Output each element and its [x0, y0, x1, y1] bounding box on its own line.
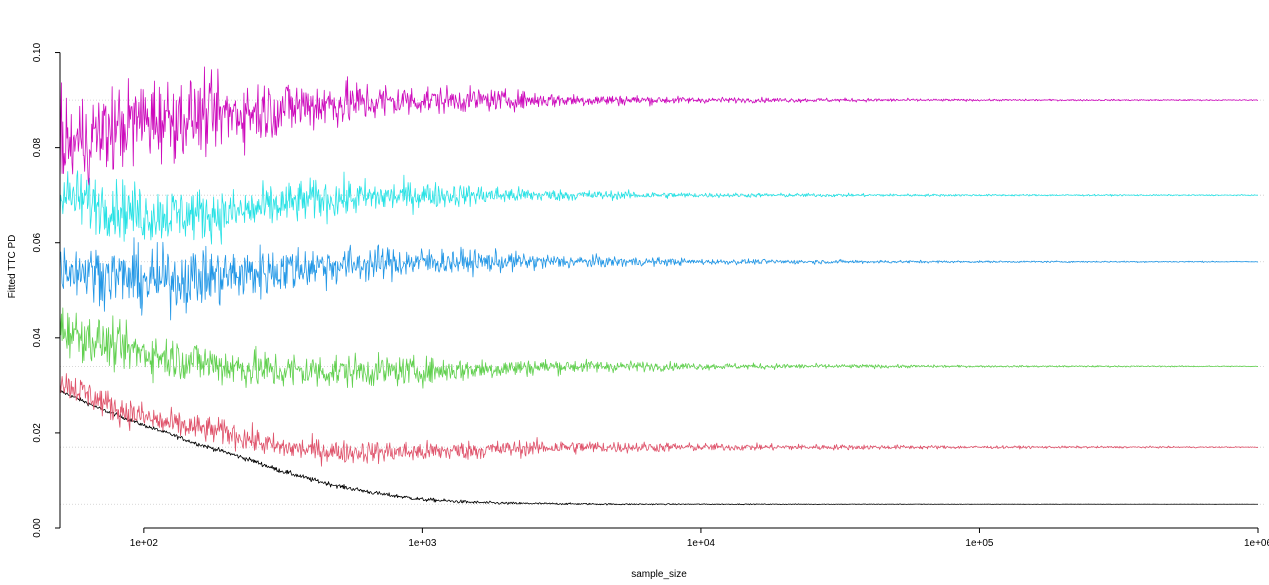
x-tick-label: 1e+02: [130, 538, 159, 549]
y-tick-label: 0.02: [32, 423, 43, 443]
y-tick-label: 0.04: [32, 328, 43, 348]
x-tick-label: 1e+03: [408, 538, 437, 549]
series-line-3: [59, 307, 1259, 389]
y-ticks: 0.00 0.02 0.04 0.06 0.08 0.10: [32, 42, 60, 538]
x-tick-label: 1e+06: [1244, 538, 1269, 549]
y-tick-label: 0.10: [32, 42, 43, 62]
y-axis-title: Fitted TTC PD: [7, 235, 18, 299]
y-tick-label: 0.08: [32, 137, 43, 157]
x-axis-title: sample_size: [631, 569, 687, 580]
series-line-6: [59, 66, 1259, 186]
x-ticks: 1e+02 1e+03 1e+04 1e+05 1e+06: [130, 528, 1269, 549]
reference-lines: [60, 99, 1266, 505]
series-lines: [59, 66, 1259, 506]
x-tick-label: 1e+05: [965, 538, 994, 549]
y-tick-label: 0.00: [32, 518, 43, 538]
series-line-4: [59, 237, 1259, 321]
series-line-1: [59, 389, 1259, 506]
series-line-5: [59, 170, 1259, 245]
x-tick-label: 1e+04: [687, 538, 716, 549]
series-line-2: [59, 373, 1259, 467]
y-tick-label: 0.06: [32, 233, 43, 253]
